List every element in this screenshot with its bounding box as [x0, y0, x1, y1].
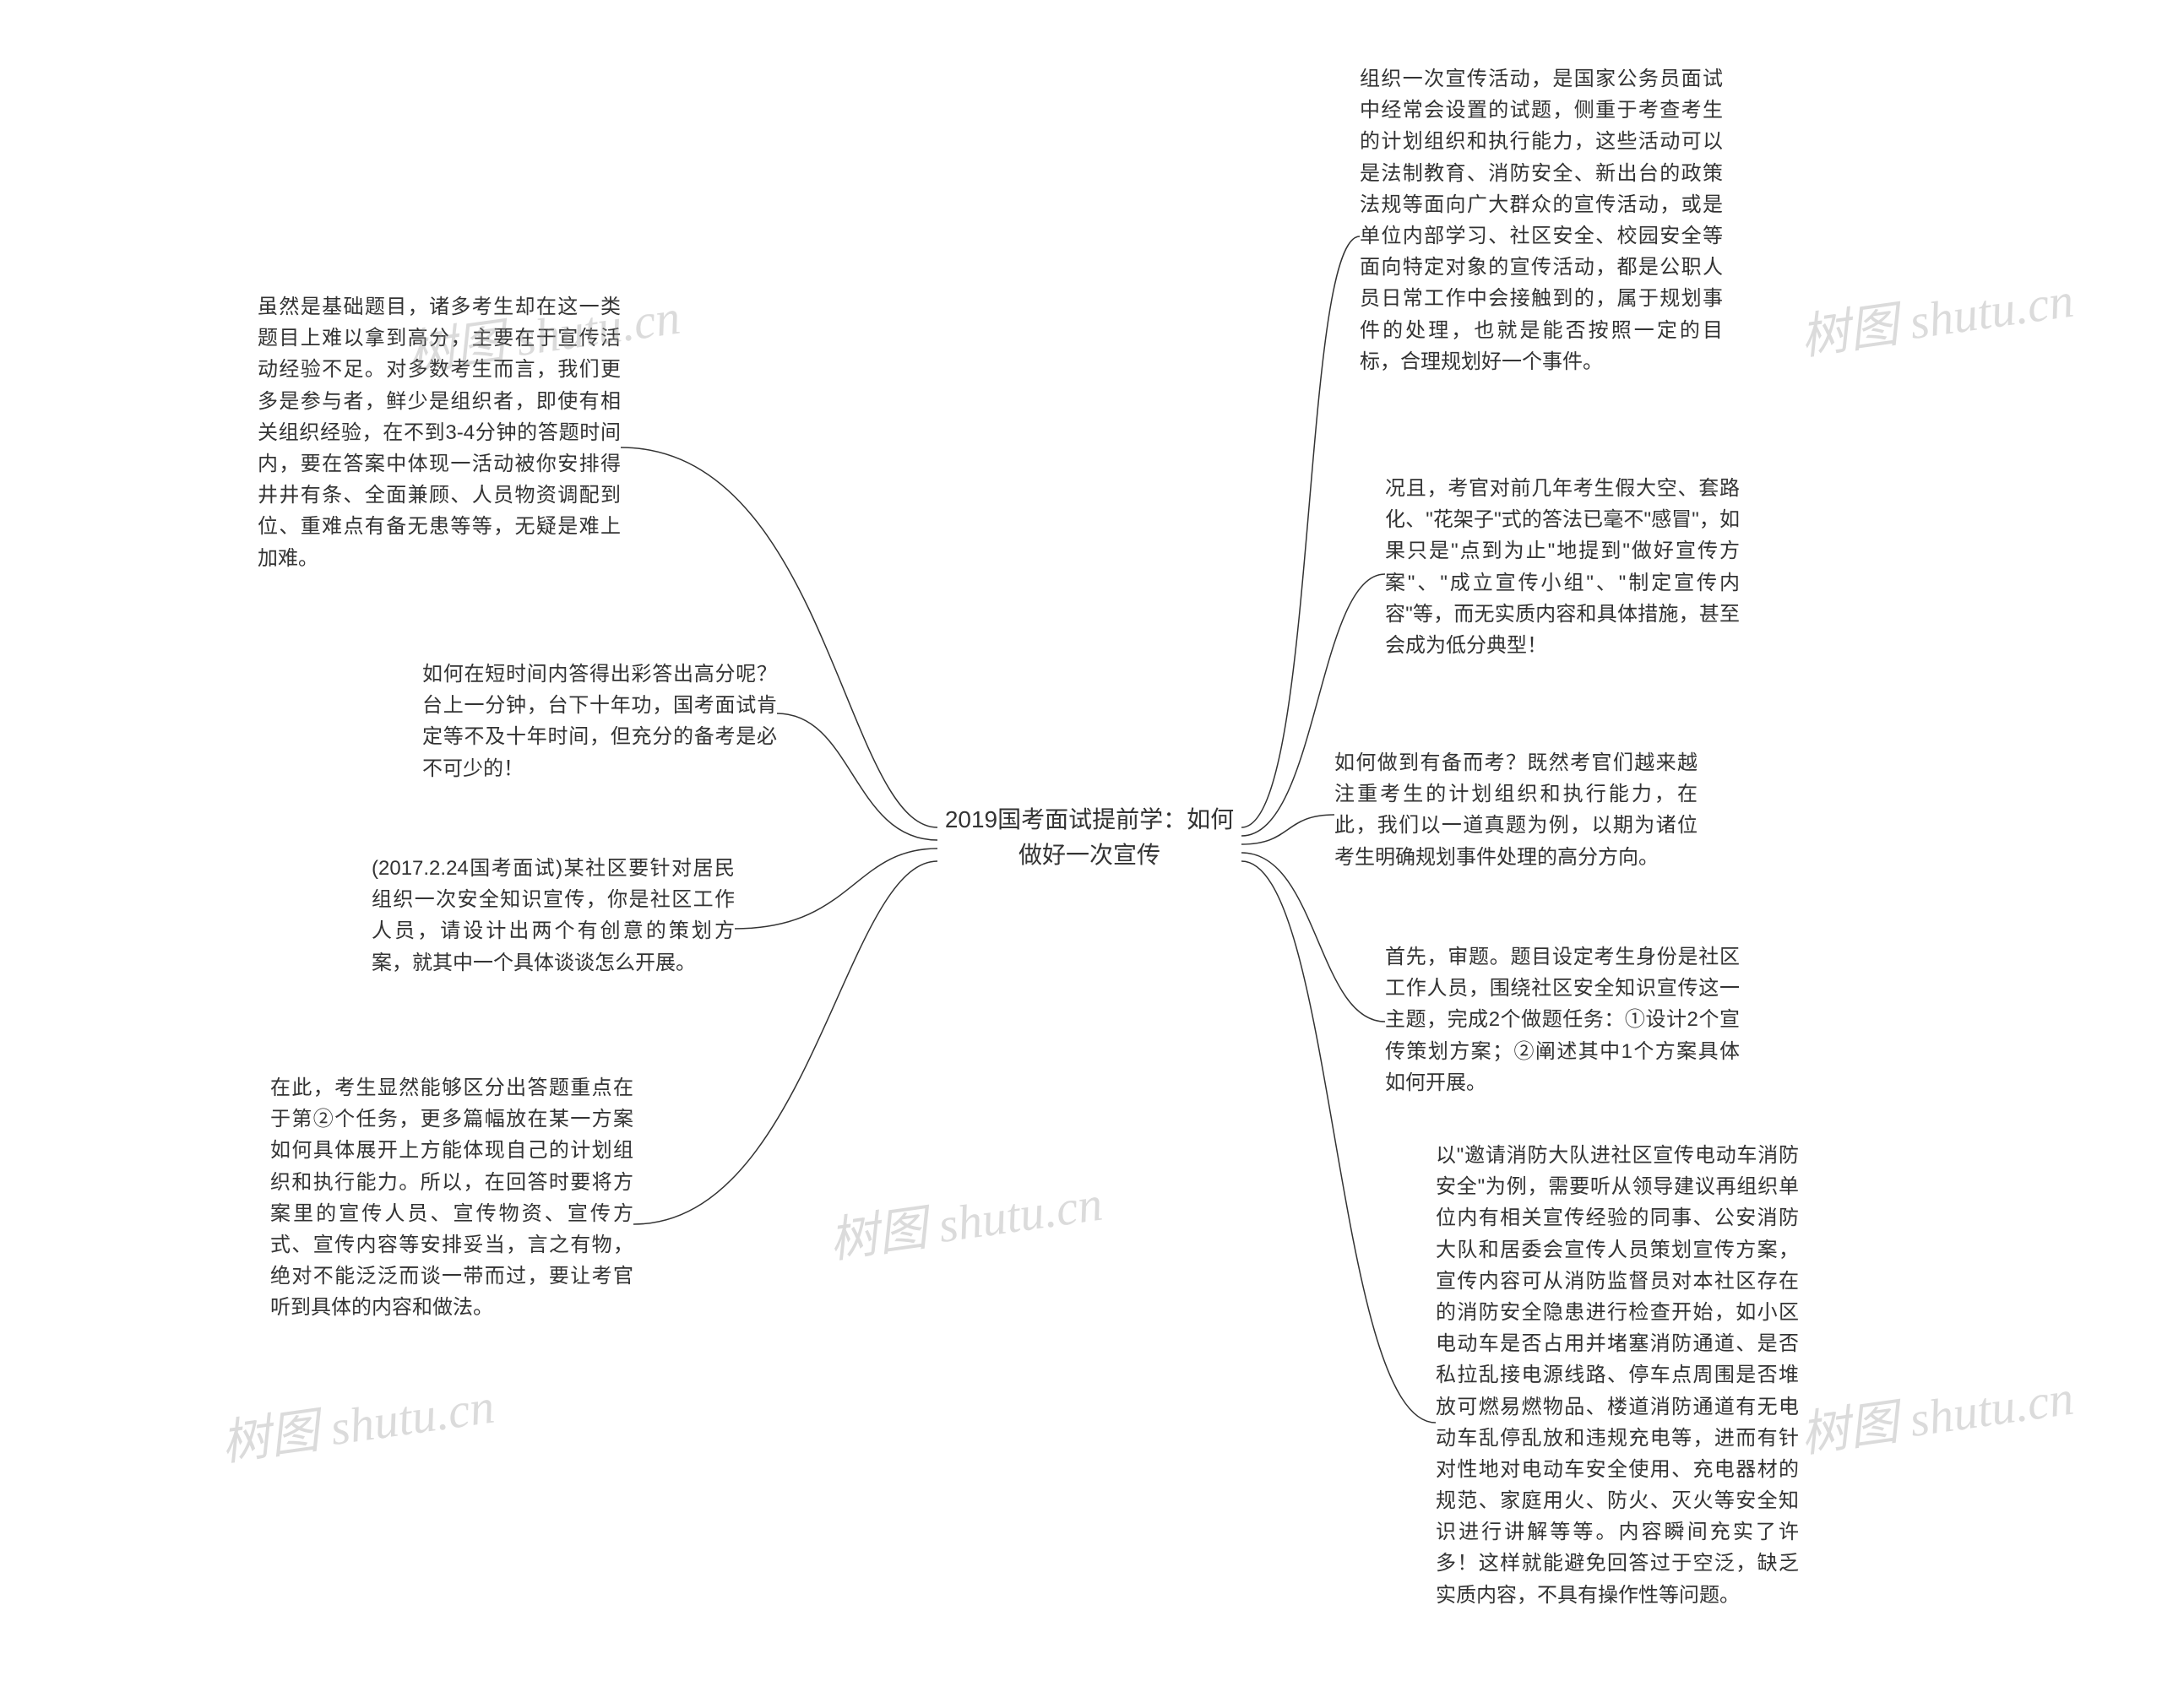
watermark: 树图 shutu.cn — [824, 1163, 1106, 1272]
leaf-l1: 虽然是基础题目，诸多考生却在这一类题目上难以拿到高分，主要在于宣传活动经验不足。… — [258, 291, 621, 574]
watermark: 树图 shutu.cn — [1795, 260, 2078, 368]
leaf-r2: 况且，考官对前几年考生假大空、套路化、"花架子"式的答法已毫不"感冒"，如果只是… — [1385, 473, 1740, 661]
leaf-r1: 组织一次宣传活动，是国家公务员面试中经常会设置的试题，侧重于考查考生的计划组织和… — [1360, 63, 1723, 377]
watermark: 树图 shutu.cn — [216, 1366, 498, 1474]
watermark: 树图 shutu.cn — [1795, 1358, 2078, 1466]
leaf-r4: 首先，审题。题目设定考生身份是社区工作人员，围绕社区安全知识宣传这一主题，完成2… — [1385, 941, 1740, 1098]
leaf-l4: 在此，考生显然能够区分出答题重点在于第②个任务，更多篇幅放在某一方案如何具体展开… — [270, 1072, 633, 1324]
leaf-r3: 如何做到有备而考？既然考官们越来越注重考生的计划组织和执行能力，在此，我们以一道… — [1334, 747, 1698, 873]
mindmap-canvas: 2019国考面试提前学：如何做好一次宣传 组织一次宣传活动，是国家公务员面试中经… — [0, 0, 2162, 1708]
leaf-r5: 以"邀请消防大队进社区宣传电动车消防安全"为例，需要听从领导建议再组织单位内有相… — [1436, 1140, 1799, 1611]
leaf-l3: (2017.2.24国考面试)某社区要针对居民组织一次安全知识宣传，你是社区工作… — [372, 853, 735, 979]
leaf-l2: 如何在短时间内答得出彩答出高分呢？台上一分钟，台下十年功，国考面试肯定等不及十年… — [422, 659, 777, 784]
center-topic: 2019国考面试提前学：如何做好一次宣传 — [937, 802, 1241, 873]
